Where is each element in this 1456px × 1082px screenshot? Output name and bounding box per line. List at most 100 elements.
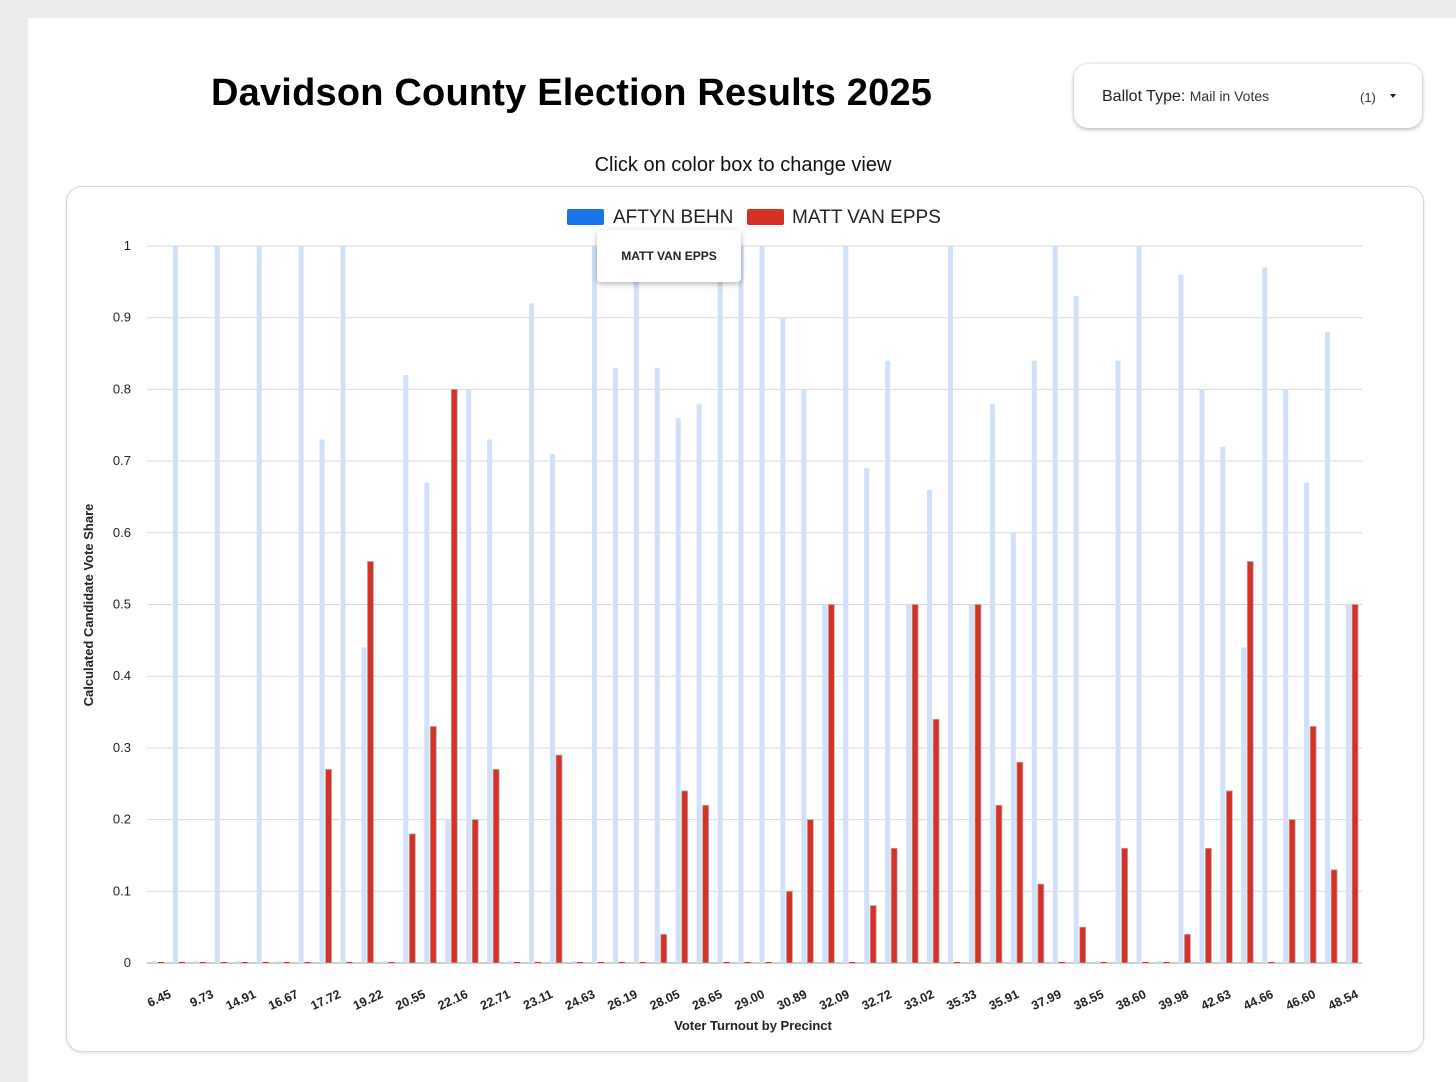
bar-matt-van-epps[interactable] [1163,962,1170,963]
bar-aftyn-behn[interactable] [1325,332,1331,963]
bar-aftyn-behn[interactable] [487,439,493,964]
bar-aftyn-behn[interactable] [864,468,870,963]
bar-matt-van-epps[interactable] [723,962,730,963]
bar-aftyn-behn[interactable] [696,403,702,963]
bar-aftyn-behn[interactable] [1199,389,1205,963]
bar-matt-van-epps[interactable] [702,804,710,964]
bar-matt-van-epps[interactable] [806,819,814,964]
bar-aftyn-behn[interactable] [1115,360,1121,964]
bar-aftyn-behn[interactable] [151,961,157,963]
bar-aftyn-behn[interactable] [675,418,681,963]
bar-matt-van-epps[interactable] [388,962,395,963]
bar-matt-van-epps[interactable] [1246,561,1254,964]
bar-aftyn-behn[interactable] [445,819,451,963]
bar-matt-van-epps[interactable] [346,962,353,963]
bar-matt-van-epps[interactable] [429,725,437,964]
bar-aftyn-behn[interactable] [927,489,933,963]
bar-aftyn-behn[interactable] [466,389,472,963]
bar-matt-van-epps[interactable] [178,962,185,963]
bar-matt-van-epps[interactable] [241,962,248,963]
bar-aftyn-behn[interactable] [1031,360,1037,964]
bar-matt-van-epps[interactable] [1079,926,1087,964]
bar-aftyn-behn[interactable] [738,246,744,963]
bar-matt-van-epps[interactable] [1268,962,1275,963]
bar-aftyn-behn[interactable] [1262,267,1268,963]
bar-matt-van-epps[interactable] [639,962,646,963]
bar-matt-van-epps[interactable] [1351,604,1359,964]
legend-item-aftyn-behn[interactable]: AFTYN BEHN [567,207,733,228]
bar-matt-van-epps[interactable] [1058,962,1065,963]
bar-aftyn-behn[interactable] [1241,647,1247,963]
bar-aftyn-behn[interactable] [1136,246,1142,963]
bar-matt-van-epps[interactable] [786,890,793,964]
bar-aftyn-behn[interactable] [382,961,388,963]
bar-matt-van-epps[interactable] [492,769,500,964]
bar-aftyn-behn[interactable] [340,246,346,963]
bar-aftyn-behn[interactable] [591,246,597,963]
bar-matt-van-epps[interactable] [199,962,206,963]
bar-matt-van-epps[interactable] [1016,761,1024,964]
bar-matt-van-epps[interactable] [974,604,982,964]
bar-matt-van-epps[interactable] [283,962,290,963]
bar-matt-van-epps[interactable] [932,718,940,964]
bar-aftyn-behn[interactable] [948,246,954,963]
bar-aftyn-behn[interactable] [801,389,807,963]
bar-matt-van-epps[interactable] [597,962,604,963]
bar-aftyn-behn[interactable] [759,246,765,963]
bar-matt-van-epps[interactable] [744,962,751,963]
bar-aftyn-behn[interactable] [1346,604,1352,964]
legend-swatch[interactable] [747,209,784,225]
bar-aftyn-behn[interactable] [424,482,430,963]
bar-aftyn-behn[interactable] [549,453,555,963]
bar-matt-van-epps[interactable] [555,754,563,964]
bar-matt-van-epps[interactable] [1184,933,1191,964]
bar-aftyn-behn[interactable] [717,246,723,963]
bar-aftyn-behn[interactable] [277,961,283,963]
bar-aftyn-behn[interactable] [214,246,220,963]
bar-matt-van-epps[interactable] [262,962,269,963]
ballot-type-select[interactable]: Ballot Type: Mail in Votes (1) [1074,64,1422,128]
bar-matt-van-epps[interactable] [304,962,311,963]
bar-aftyn-behn[interactable] [570,961,576,963]
bar-matt-van-epps[interactable] [1330,869,1338,964]
bar-aftyn-behn[interactable] [612,367,618,963]
bar-matt-van-epps[interactable] [1037,883,1045,964]
bar-matt-van-epps[interactable] [157,962,164,963]
bar-matt-van-epps[interactable] [325,769,332,964]
bar-aftyn-behn[interactable] [906,604,912,964]
bar-aftyn-behn[interactable] [508,961,514,963]
bar-matt-van-epps[interactable] [514,962,521,963]
bar-matt-van-epps[interactable] [1309,725,1317,964]
bar-aftyn-behn[interactable] [989,403,995,963]
bar-matt-van-epps[interactable] [1225,790,1233,964]
bar-aftyn-behn[interactable] [633,246,639,963]
bar-aftyn-behn[interactable] [1220,446,1226,963]
bar-matt-van-epps[interactable] [660,933,668,964]
bar-matt-van-epps[interactable] [827,604,835,964]
bar-aftyn-behn[interactable] [529,303,535,963]
bar-matt-van-epps[interactable] [367,561,374,964]
bar-matt-van-epps[interactable] [849,962,856,963]
bar-aftyn-behn[interactable] [1283,389,1289,963]
bar-aftyn-behn[interactable] [885,360,891,964]
bar-aftyn-behn[interactable] [172,246,178,963]
bar-matt-van-epps[interactable] [408,833,416,964]
bar-matt-van-epps[interactable] [535,962,542,963]
bar-matt-van-epps[interactable] [911,604,919,964]
bar-aftyn-behn[interactable] [256,246,262,963]
bar-aftyn-behn[interactable] [361,647,367,963]
bar-aftyn-behn[interactable] [780,317,786,963]
bar-aftyn-behn[interactable] [1304,482,1310,963]
bar-matt-van-epps[interactable] [1142,962,1149,963]
bar-aftyn-behn[interactable] [654,367,660,963]
legend-item-matt-van-epps[interactable]: MATT VAN EPPS [747,207,941,228]
caret-down-icon[interactable] [1390,94,1396,98]
bar-matt-van-epps[interactable] [869,905,877,964]
bar-matt-van-epps[interactable] [1204,847,1212,964]
bar-aftyn-behn[interactable] [403,375,409,963]
bar-aftyn-behn[interactable] [235,961,241,963]
bar-aftyn-behn[interactable] [843,246,849,963]
bar-matt-van-epps[interactable] [220,962,227,963]
bar-matt-van-epps[interactable] [954,962,961,963]
bar-aftyn-behn[interactable] [319,439,325,964]
